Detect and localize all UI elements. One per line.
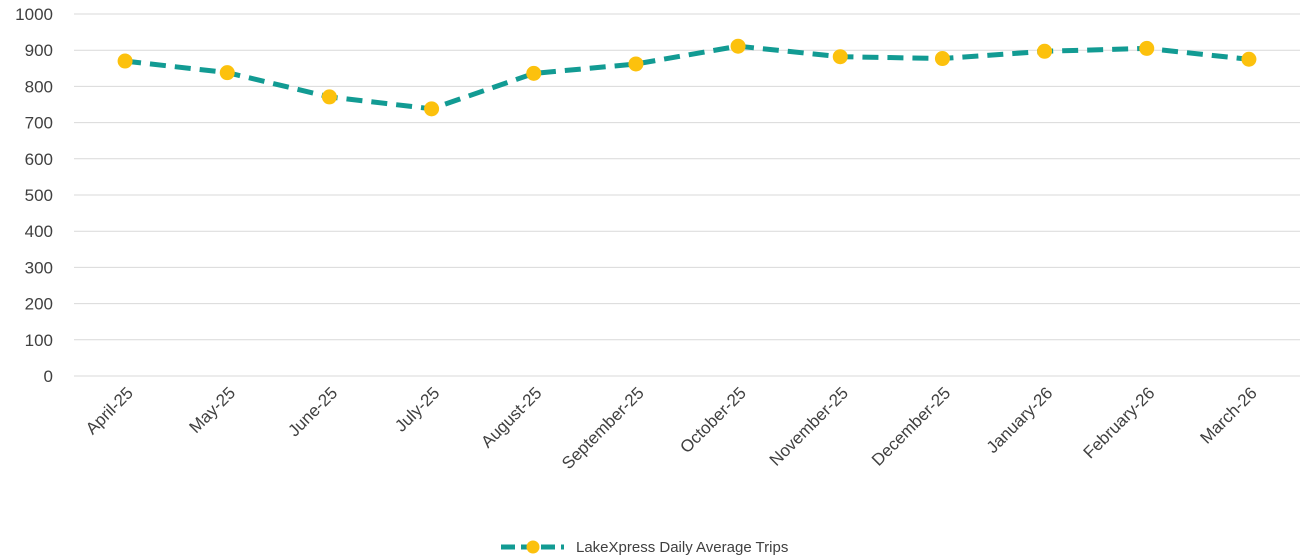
x-tick-label: June-25 [284, 383, 341, 440]
x-tick-label: July-25 [391, 383, 443, 435]
data-point-marker [117, 53, 133, 69]
data-point-marker [1037, 43, 1053, 59]
data-point-marker [1139, 40, 1155, 56]
x-tick-label: May-25 [186, 383, 240, 437]
y-tick-label: 800 [25, 77, 53, 96]
x-tick-label: April-25 [82, 383, 137, 438]
y-tick-label: 1000 [15, 5, 53, 24]
y-tick-label: 0 [44, 367, 53, 386]
x-tick-label: September-25 [558, 383, 648, 473]
data-point-marker [219, 65, 235, 81]
data-point-marker [628, 56, 644, 72]
data-point-marker [321, 89, 337, 105]
data-point-marker [832, 49, 848, 65]
x-tick-label: January-26 [983, 383, 1057, 457]
data-point-marker [1241, 51, 1257, 67]
x-axis-tick-labels: April-25 May-25 June-25 July-25 August-25 Sep… [82, 383, 1261, 473]
y-tick-label: 200 [25, 295, 53, 314]
data-point-marker [424, 101, 440, 117]
y-tick-label: 500 [25, 186, 53, 205]
y-tick-label: 700 [25, 114, 53, 133]
data-point-marker [730, 38, 746, 54]
x-tick-label: December-25 [868, 383, 954, 469]
data-point-marker [526, 65, 542, 81]
y-tick-label: 400 [25, 222, 53, 241]
gridlines [74, 13, 1300, 377]
y-axis-tick-labels: 0 100 200 300 400 500 600 700 800 900 1000 [15, 5, 53, 386]
legend-label: LakeXpress Daily Average Trips [576, 539, 788, 556]
y-tick-label: 300 [25, 258, 53, 277]
x-tick-label: November-25 [766, 383, 852, 469]
x-tick-label: February-26 [1080, 383, 1159, 462]
legend: LakeXpress Daily Average Trips [501, 539, 788, 556]
data-point-marker [934, 51, 950, 67]
legend-marker-swatch [526, 540, 540, 554]
y-tick-label: 100 [25, 331, 53, 350]
x-tick-label: October-25 [676, 383, 750, 457]
x-tick-label: March-26 [1197, 383, 1261, 447]
y-tick-label: 900 [25, 41, 53, 60]
y-tick-label: 600 [25, 150, 53, 169]
series-line [124, 43, 1250, 112]
x-tick-label: August-25 [477, 383, 545, 451]
series-layer [117, 38, 1257, 117]
